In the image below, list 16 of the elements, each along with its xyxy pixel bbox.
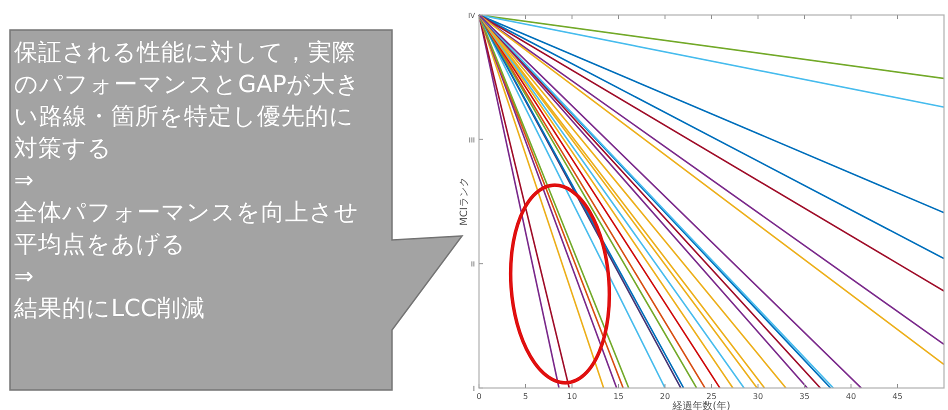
x-tick-label: 0 xyxy=(476,392,482,401)
text: ⇒ xyxy=(14,165,35,196)
x-tick-label: 5 xyxy=(522,392,528,401)
x-tick-label: 25 xyxy=(706,392,717,401)
x-tick-label: 30 xyxy=(752,392,764,401)
x-tick-label: 40 xyxy=(846,392,856,401)
text: ⇒ xyxy=(14,261,35,292)
x-tick-label: 20 xyxy=(660,392,670,401)
x-tick-label: 45 xyxy=(892,392,903,401)
x-tick-label: 10 xyxy=(566,392,578,401)
text: 全体パフォーマンスを向上させ平均点をあげる xyxy=(14,197,360,260)
y-axis-title: MCIランク xyxy=(459,177,470,226)
x-tick-label: 35 xyxy=(799,392,810,401)
x-tick-label: 15 xyxy=(613,392,624,401)
text: 結果的にLCC削減 xyxy=(14,293,206,324)
text: 保証される性能に対して，実際のパフォーマンスとGAPが大きい路線・箇所を特定し優先的に対策する xyxy=(14,37,362,164)
